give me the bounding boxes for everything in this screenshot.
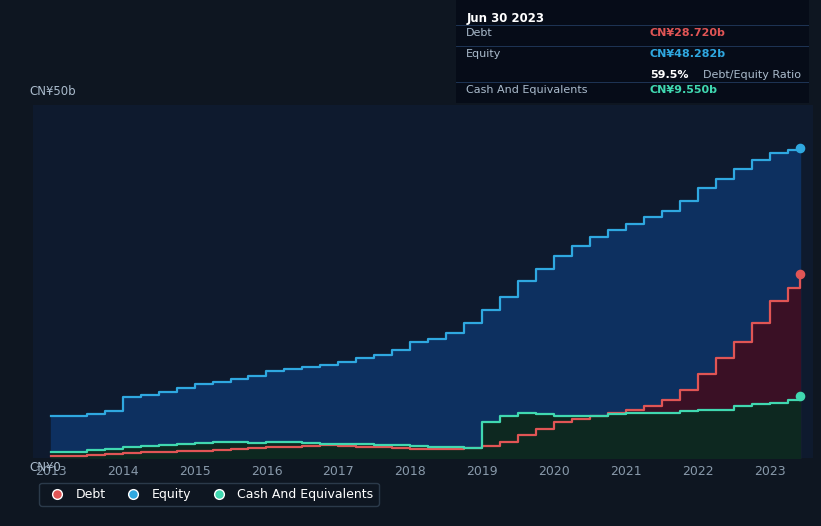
Text: Debt/Equity Ratio: Debt/Equity Ratio bbox=[703, 70, 800, 80]
Point bbox=[793, 144, 806, 153]
Text: Jun 30 2023: Jun 30 2023 bbox=[466, 12, 544, 25]
Text: CN¥28.720b: CN¥28.720b bbox=[650, 28, 726, 38]
Text: CN¥0: CN¥0 bbox=[29, 461, 61, 474]
Text: Equity: Equity bbox=[466, 49, 502, 59]
Text: CN¥48.282b: CN¥48.282b bbox=[650, 49, 726, 59]
Text: Cash And Equivalents: Cash And Equivalents bbox=[466, 85, 588, 95]
Point bbox=[793, 392, 806, 401]
Text: Debt: Debt bbox=[466, 28, 493, 38]
Text: 59.5%: 59.5% bbox=[650, 70, 688, 80]
Point bbox=[793, 269, 806, 278]
Legend: Debt, Equity, Cash And Equivalents: Debt, Equity, Cash And Equivalents bbox=[39, 483, 378, 506]
Text: CN¥50b: CN¥50b bbox=[29, 85, 76, 98]
Text: CN¥9.550b: CN¥9.550b bbox=[650, 85, 718, 95]
